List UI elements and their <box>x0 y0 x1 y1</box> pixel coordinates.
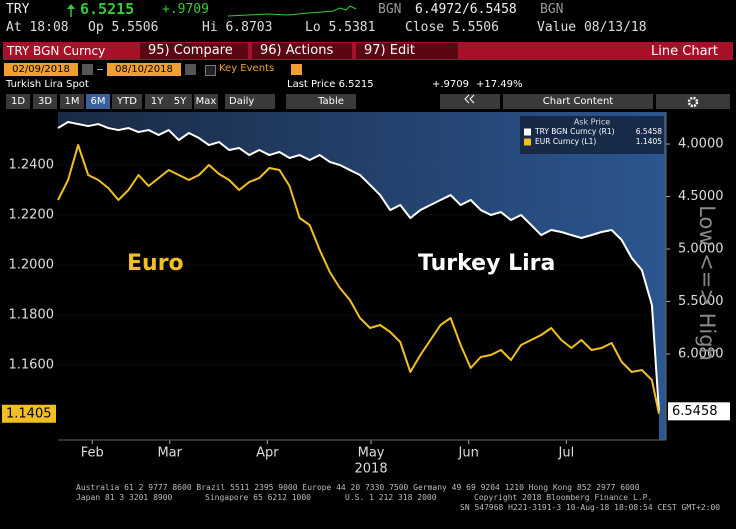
x-tick-label: Feb <box>81 446 104 461</box>
period-button[interactable]: 1M <box>60 94 84 109</box>
last-price-info: Last Price 6.5215 <box>287 79 374 90</box>
sparkline <box>228 5 357 17</box>
last-value-label: 6.5458 <box>672 404 718 419</box>
period-button[interactable]: Max <box>194 94 218 109</box>
quote-field: Lo 5.5381 <box>305 20 376 35</box>
y-tick-label: 1.2200 <box>9 208 55 223</box>
checkbox[interactable] <box>205 65 216 76</box>
area <box>58 121 659 440</box>
quote-field: Hi 6.8703 <box>202 20 273 35</box>
view-name[interactable]: Line Chart <box>651 44 718 59</box>
y2-tick-label: 5.0000 <box>678 242 724 257</box>
last-value-label: 1.1405 <box>6 406 52 421</box>
quote-field: Value 08/13/18 <box>537 20 647 35</box>
quote-field: Close 5.5506 <box>405 20 499 35</box>
gear-icon <box>687 96 699 108</box>
y2-tick-label: 4.5000 <box>678 189 724 204</box>
last-value-box <box>668 402 730 421</box>
legend-swatch <box>524 128 531 136</box>
y2-tick-label: 5.5000 <box>678 294 724 309</box>
settings-button[interactable] <box>656 94 730 109</box>
settings-icon[interactable] <box>291 64 302 75</box>
legend-title: Ask Price <box>574 118 610 127</box>
calendar-icon[interactable] <box>82 64 93 75</box>
period-button[interactable]: 3D <box>33 94 57 109</box>
footer-text: Singapore 65 6212 1000 <box>205 493 311 502</box>
legend-value: 6.5458 <box>636 127 662 136</box>
toolbar-button[interactable]: 97) Edit <box>356 43 458 59</box>
double-arrow <box>464 94 475 104</box>
legend-swatch <box>524 138 531 146</box>
table-label: Table <box>318 96 344 107</box>
y-tick-label: 1.1600 <box>9 358 55 373</box>
net-change: +.9709 <box>162 2 209 17</box>
y2-tick-label: 6.0000 <box>678 347 724 362</box>
end-date[interactable]: 08/10/2018 <box>107 63 181 76</box>
legend-value: 1.1405 <box>636 137 662 146</box>
annotation: Euro <box>127 251 184 276</box>
footer-text: Copyright 2018 Bloomberg Finance L.P. <box>474 493 653 502</box>
security: TRY BGN Curncy <box>7 44 106 58</box>
period-button[interactable]: 1Y <box>145 94 169 109</box>
ticker: TRY <box>6 2 30 17</box>
currency: BGN <box>378 2 402 17</box>
toolbar-button[interactable]: 95) Compare <box>140 43 248 59</box>
period-button[interactable]: 1D <box>6 94 30 109</box>
legend-label: TRY BGN Curncy (R1) <box>534 127 615 136</box>
collapse-button[interactable] <box>440 94 500 109</box>
annotation: Turkey Lira <box>418 251 555 276</box>
line <box>57 144 660 414</box>
period-button[interactable]: 5Y <box>168 94 192 109</box>
x-tick-label: Jun <box>458 446 479 461</box>
y-tick-label: 1.2400 <box>9 158 55 173</box>
y2-tick-label: 4.0000 <box>678 137 724 152</box>
footer-text: Japan 81 3 3201 8900 <box>76 493 173 502</box>
table-button[interactable]: Table <box>286 94 356 109</box>
x-tick-label: Mar <box>157 446 182 461</box>
quote-field: Op 5.5506 <box>88 20 159 35</box>
bid-ask: 6.4972/6.5458 <box>415 2 517 17</box>
y2-axis-label: Low <=> High <box>695 205 719 361</box>
frequency-label: Daily <box>229 96 255 107</box>
start-date[interactable]: 02/09/2018 <box>4 63 78 76</box>
x-tick-label: Jul <box>558 446 575 461</box>
footer-text: U.S. 1 212 318 2000 <box>345 493 437 502</box>
chart-content-button[interactable]: Chart Content <box>503 94 653 109</box>
footer-text: SN 547968 H221-3191-3 10-Aug-18 18:08:54… <box>460 503 721 512</box>
y-tick-label: 1.2000 <box>9 258 55 273</box>
footer-text: Australia 61 2 9777 8600 Brazil 5511 239… <box>76 483 640 492</box>
key-events[interactable]: Key Events <box>219 63 275 74</box>
period-button[interactable]: 6M <box>86 94 110 109</box>
legend-box <box>520 116 664 154</box>
up-arrow <box>67 4 75 17</box>
quote-field: At 18:08 <box>6 20 69 35</box>
period-button[interactable]: YTD <box>112 94 142 109</box>
dash <box>97 69 103 70</box>
frequency[interactable]: Daily <box>225 94 275 109</box>
change-info: +.9709 <box>432 79 470 90</box>
last-price: 6.5215 <box>80 0 135 18</box>
last-value-box <box>2 404 56 423</box>
toolbar-button[interactable]: 96) Actions <box>252 43 352 59</box>
y-tick-label: 1.1800 <box>9 308 55 323</box>
chart-content-label: Chart Content <box>542 96 614 107</box>
x-tick-label: Apr <box>256 446 279 461</box>
legend-label: EUR Curncy (L1) <box>535 137 596 146</box>
currency: BGN <box>540 2 564 17</box>
x-tick-label: May <box>358 446 385 461</box>
change-pct: +17.49% <box>476 79 523 90</box>
line <box>57 120 660 412</box>
security-name: Turkish Lira Spot <box>6 79 89 90</box>
x-axis-label: 2018 <box>355 462 388 477</box>
calendar-icon[interactable] <box>185 64 196 75</box>
